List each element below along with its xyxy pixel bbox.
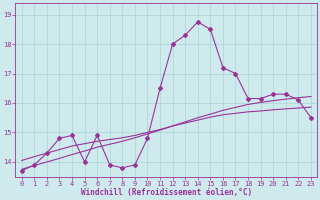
X-axis label: Windchill (Refroidissement éolien,°C): Windchill (Refroidissement éolien,°C) [81,188,252,197]
